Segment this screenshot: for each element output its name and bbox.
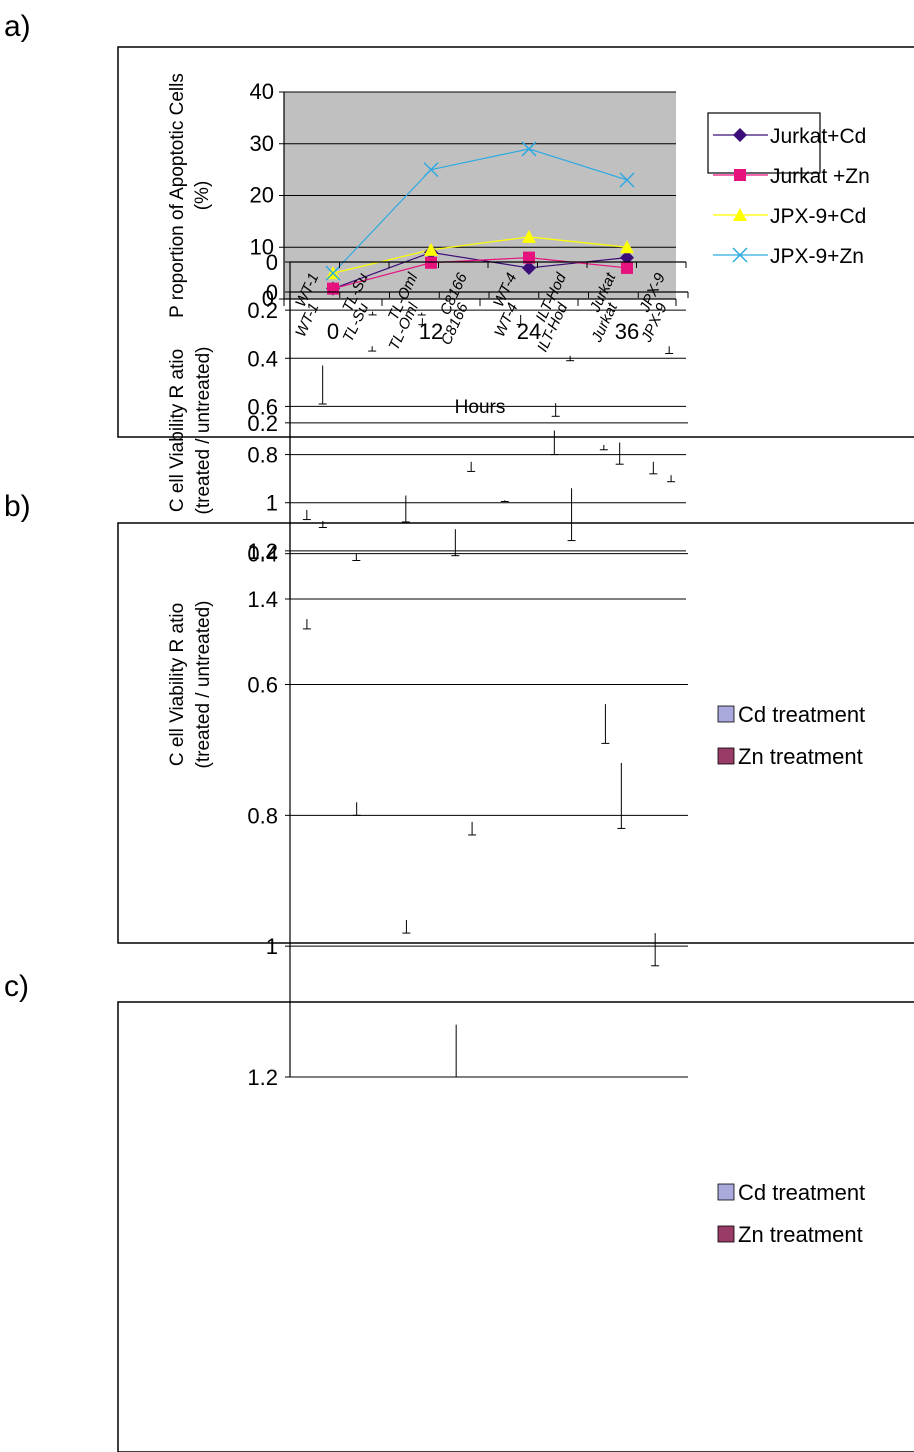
legend-label: JPX-9+Zn bbox=[770, 245, 864, 268]
series-line-3 bbox=[332, 148, 628, 274]
y-axis-title-line2: (treated / untreated) bbox=[193, 601, 214, 769]
data-point bbox=[425, 256, 437, 269]
y-axis-title-line1: C ell Viability R atio bbox=[167, 603, 188, 766]
x-tick-label: 0 bbox=[327, 319, 339, 344]
data-point bbox=[621, 261, 633, 274]
legend-marker bbox=[733, 128, 747, 142]
legend-swatch bbox=[717, 1225, 735, 1243]
y-tick-label: 30 bbox=[250, 131, 274, 156]
data-point bbox=[522, 229, 536, 243]
legend-swatch bbox=[717, 705, 735, 723]
data-point bbox=[620, 250, 634, 265]
series-line-1 bbox=[332, 256, 628, 290]
y-tick-label: 0 bbox=[266, 280, 278, 305]
legend-label: JPX-9+Cd bbox=[770, 205, 866, 228]
data-point bbox=[325, 265, 341, 281]
data-point bbox=[620, 240, 634, 254]
y-tick-label: 0.2 bbox=[247, 298, 278, 323]
data-point bbox=[523, 251, 535, 264]
y-tick-label: 0.8 bbox=[247, 443, 278, 468]
y-axis-title-line1: P roportion of Apoptotic Cells bbox=[167, 73, 188, 318]
y-tick-label: 1 bbox=[266, 934, 278, 959]
data-point bbox=[619, 172, 635, 188]
y-tick-label: 1 bbox=[266, 491, 278, 516]
y-axis-title-line2: (%) bbox=[192, 181, 213, 211]
legend-label: Jurkat+Cd bbox=[770, 125, 866, 148]
y-tick-label: 0.8 bbox=[247, 803, 278, 828]
y-tick-label: 0 bbox=[262, 286, 274, 311]
y-tick-label: 0.6 bbox=[247, 673, 278, 698]
legend-box bbox=[707, 112, 821, 174]
y-tick-label: 20 bbox=[250, 183, 274, 208]
legend-marker bbox=[734, 169, 746, 181]
y-tick-label: 1.4 bbox=[247, 587, 278, 612]
legend-label: Zn treatment bbox=[738, 744, 863, 769]
panel-label-a: a) bbox=[4, 10, 31, 43]
legend-label: Zn treatment bbox=[738, 1222, 863, 1247]
data-point bbox=[521, 141, 537, 157]
panel-label-c: c) bbox=[4, 970, 29, 1003]
x-tick-label: 12 bbox=[419, 319, 443, 344]
data-point bbox=[522, 260, 536, 275]
legend-marker bbox=[733, 208, 747, 221]
panel-label-b: b) bbox=[4, 490, 31, 523]
legend-label: Cd treatment bbox=[738, 1180, 865, 1205]
data-point bbox=[424, 242, 438, 256]
y-tick-label: 0.4 bbox=[247, 542, 278, 567]
x-tick-label: 36 bbox=[615, 319, 639, 344]
x-axis-title: Hours bbox=[455, 397, 506, 418]
legend-label: Cd treatment bbox=[738, 702, 865, 727]
legend-swatch bbox=[717, 1183, 735, 1201]
y-tick-label: 0.2 bbox=[247, 411, 278, 436]
legend-marker bbox=[732, 247, 748, 263]
y-tick-label: 1.2 bbox=[247, 539, 278, 564]
bar-chart-b-frame bbox=[117, 522, 914, 944]
data-point bbox=[423, 162, 439, 178]
data-point bbox=[327, 282, 339, 295]
legend-label: Jurkat +Zn bbox=[770, 165, 870, 188]
y-tick-label: 10 bbox=[250, 234, 274, 259]
y-tick-label: 0 bbox=[266, 250, 278, 275]
y-tick-label: 40 bbox=[250, 79, 274, 104]
y-tick-label: 0.6 bbox=[247, 394, 278, 419]
y-axis-title-line2: (treated / untreated) bbox=[193, 347, 214, 515]
y-tick-label: 1.2 bbox=[247, 1065, 278, 1090]
legend-swatch bbox=[717, 747, 735, 765]
y-tick-label: 0.4 bbox=[247, 346, 278, 371]
y-axis-title-line1: C ell Viability R atio bbox=[167, 349, 188, 512]
